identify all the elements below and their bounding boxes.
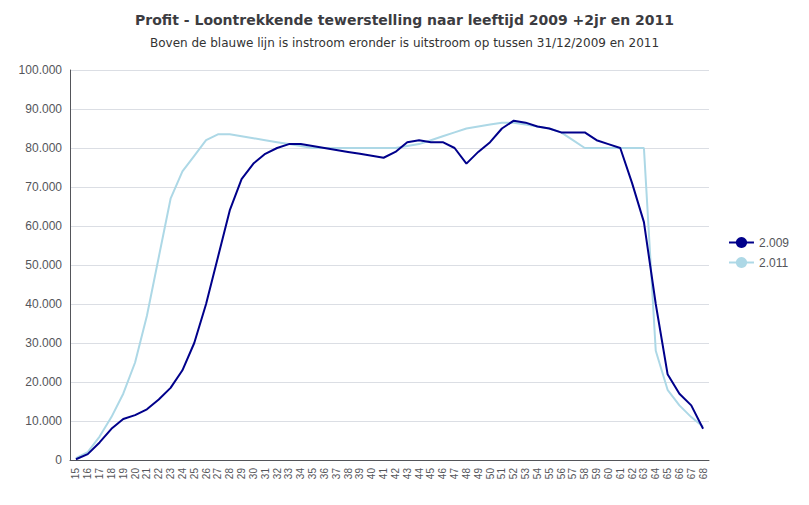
svg-text:27: 27 — [212, 468, 223, 480]
svg-text:2.011: 2.011 — [759, 256, 788, 270]
svg-text:67: 67 — [686, 468, 697, 480]
svg-text:20: 20 — [130, 468, 141, 480]
svg-text:Boven de blauwe lijn is instro: Boven de blauwe lijn is instroom eronder… — [150, 36, 659, 50]
svg-text:32: 32 — [272, 468, 283, 480]
svg-text:90.000: 90.000 — [25, 102, 62, 116]
svg-text:21: 21 — [141, 468, 152, 480]
svg-text:16: 16 — [82, 468, 93, 480]
svg-text:70.000: 70.000 — [25, 180, 62, 194]
svg-text:25: 25 — [189, 468, 200, 480]
svg-text:26: 26 — [201, 468, 212, 480]
svg-text:64: 64 — [650, 468, 661, 480]
svg-text:44: 44 — [414, 468, 425, 480]
svg-text:34: 34 — [295, 468, 306, 480]
svg-text:68: 68 — [698, 468, 709, 480]
svg-text:38: 38 — [343, 468, 354, 480]
svg-text:45: 45 — [425, 468, 436, 480]
svg-text:20.000: 20.000 — [25, 375, 62, 389]
svg-text:60.000: 60.000 — [25, 219, 62, 233]
svg-text:58: 58 — [579, 468, 590, 480]
svg-text:80.000: 80.000 — [25, 141, 62, 155]
svg-text:47: 47 — [449, 468, 460, 480]
svg-text:40: 40 — [366, 468, 377, 480]
svg-text:0: 0 — [55, 453, 62, 467]
svg-text:18: 18 — [106, 468, 117, 480]
svg-text:2.009: 2.009 — [759, 236, 789, 250]
svg-text:55: 55 — [544, 468, 555, 480]
svg-text:48: 48 — [461, 468, 472, 480]
svg-text:53: 53 — [520, 468, 531, 480]
svg-text:30.000: 30.000 — [25, 336, 62, 350]
svg-text:46: 46 — [437, 468, 448, 480]
svg-text:37: 37 — [331, 468, 342, 480]
svg-text:61: 61 — [615, 468, 626, 480]
svg-text:65: 65 — [662, 468, 673, 480]
svg-text:59: 59 — [591, 468, 602, 480]
svg-text:63: 63 — [638, 468, 649, 480]
svg-text:22: 22 — [153, 468, 164, 480]
svg-text:29: 29 — [236, 468, 247, 480]
svg-text:36: 36 — [319, 468, 330, 480]
svg-text:49: 49 — [473, 468, 484, 480]
svg-text:15: 15 — [70, 468, 81, 480]
svg-text:Profit - Loontrekkende tewerst: Profit - Loontrekkende tewerstelling naa… — [135, 12, 674, 28]
svg-text:39: 39 — [354, 468, 365, 480]
svg-text:57: 57 — [567, 468, 578, 480]
svg-text:100.000: 100.000 — [19, 63, 63, 77]
svg-text:62: 62 — [627, 468, 638, 480]
svg-text:33: 33 — [283, 468, 294, 480]
svg-text:19: 19 — [118, 468, 129, 480]
svg-text:66: 66 — [674, 468, 685, 480]
svg-text:50.000: 50.000 — [25, 258, 62, 272]
svg-text:10.000: 10.000 — [25, 414, 62, 428]
svg-text:35: 35 — [307, 468, 318, 480]
svg-text:50: 50 — [485, 468, 496, 480]
svg-text:52: 52 — [508, 468, 519, 480]
svg-text:60: 60 — [603, 468, 614, 480]
svg-text:54: 54 — [532, 468, 543, 480]
svg-text:43: 43 — [402, 468, 413, 480]
svg-text:56: 56 — [556, 468, 567, 480]
svg-text:28: 28 — [224, 468, 235, 480]
svg-text:51: 51 — [496, 468, 507, 480]
svg-text:23: 23 — [165, 468, 176, 480]
svg-text:31: 31 — [260, 468, 271, 480]
svg-text:41: 41 — [378, 468, 389, 480]
svg-text:42: 42 — [390, 468, 401, 480]
svg-text:40.000: 40.000 — [25, 297, 62, 311]
svg-text:24: 24 — [177, 468, 188, 480]
svg-text:30: 30 — [248, 468, 259, 480]
svg-text:17: 17 — [94, 468, 105, 480]
